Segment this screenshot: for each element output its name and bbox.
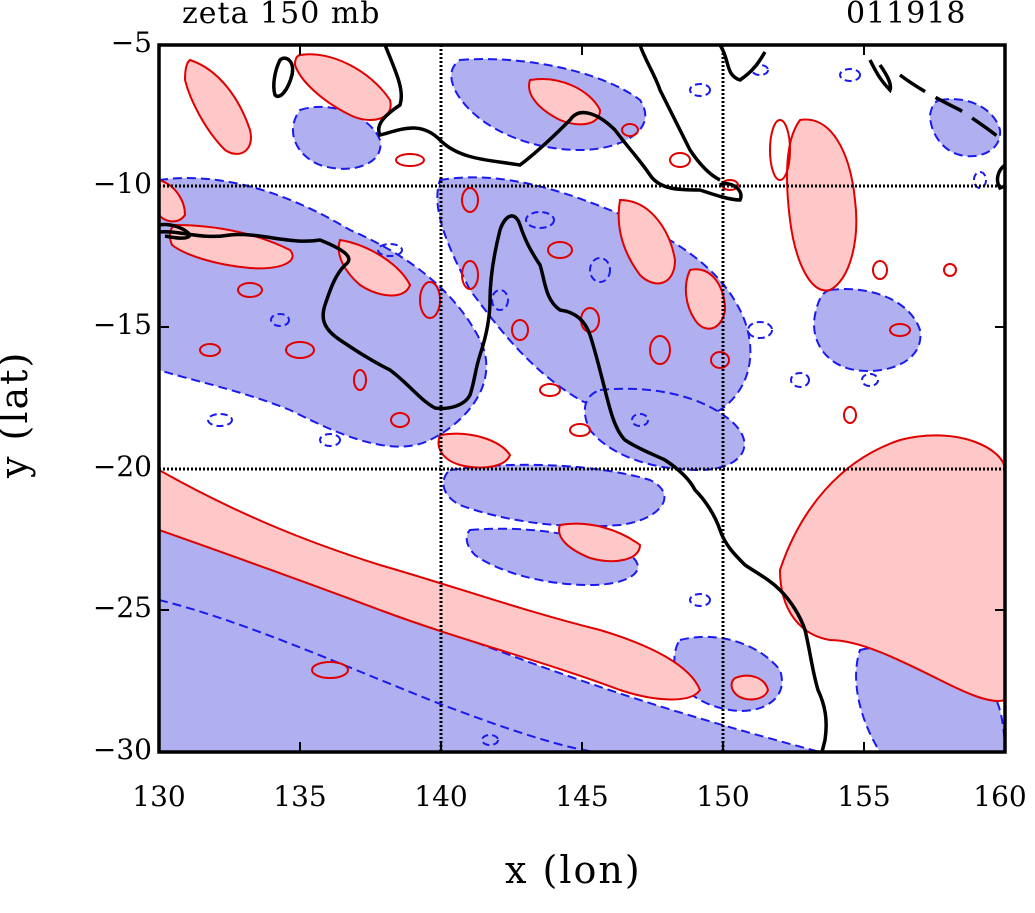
coastline-path — [159, 214, 828, 752]
x-tick-label: 135 — [273, 780, 327, 813]
red-region — [730, 674, 770, 701]
blue-region — [928, 98, 1002, 158]
plot-area — [159, 45, 1005, 752]
x-tick-label: 150 — [696, 780, 750, 813]
tick-marks — [158, 45, 1005, 752]
red-region — [684, 268, 727, 330]
y-tick-label: −15 — [92, 308, 152, 341]
x-tick-label: 155 — [837, 780, 891, 813]
blue-region — [442, 463, 666, 528]
blue-region — [583, 387, 746, 472]
x-tick-label: 130 — [132, 780, 186, 813]
y-tick-label: −10 — [92, 167, 152, 200]
small-contours-blue — [207, 64, 987, 746]
red-region — [778, 434, 1005, 702]
positive-vorticity-regions — [159, 53, 1005, 702]
coastline-path — [995, 163, 1005, 191]
red-region — [293, 53, 392, 121]
red-region — [617, 198, 677, 285]
x-axis-label: x (lon) — [505, 848, 642, 892]
chart-title: zeta 150 mb — [182, 0, 381, 31]
blue-region — [813, 288, 922, 372]
y-tick-label: −30 — [92, 733, 152, 766]
coastline-path — [377, 45, 743, 202]
y-axis-label: y (lat) — [0, 350, 36, 478]
chart-date-label: 011918 — [846, 0, 967, 31]
coastline-path — [159, 222, 192, 240]
coastline-path — [718, 45, 767, 82]
red-region — [786, 118, 858, 292]
y-tick-label: −25 — [92, 591, 152, 624]
red-region — [183, 58, 252, 155]
y-tick-label: −5 — [110, 26, 152, 59]
small-contours-red — [199, 119, 957, 679]
coastline-path — [272, 56, 295, 98]
blue-region — [159, 598, 601, 752]
coastline-path — [638, 45, 721, 182]
red-region — [558, 522, 642, 563]
coastline-path — [868, 59, 893, 94]
grid-lines — [159, 45, 1005, 752]
x-tick-label: 140 — [414, 780, 468, 813]
red-region — [159, 468, 702, 701]
x-tick-label: 160 — [973, 780, 1027, 813]
blue-region — [436, 176, 752, 422]
coastline — [159, 45, 1005, 752]
x-tick-label: 145 — [555, 780, 609, 813]
coastline-path — [898, 73, 1004, 142]
y-tick-label: −20 — [92, 450, 152, 483]
